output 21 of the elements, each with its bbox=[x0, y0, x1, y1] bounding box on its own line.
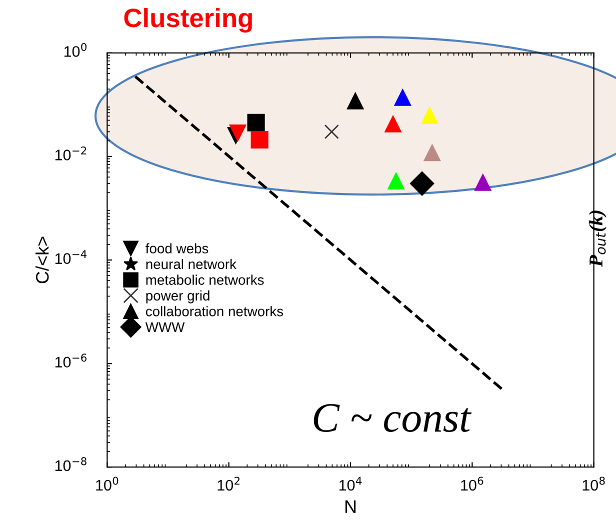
legend-label: metabolic networks bbox=[146, 274, 264, 285]
legend-label: neural network bbox=[146, 258, 236, 270]
y-tick-label: 10$^{−8}$ bbox=[55, 457, 86, 472]
legend-label: food webs bbox=[146, 243, 208, 254]
chart-title: Clustering bbox=[124, 8, 252, 33]
legend-label: collaboration networks bbox=[146, 306, 284, 316]
y-tick-label: 10$^{0}$ bbox=[64, 42, 87, 57]
y-tick-label: 10$^{−6}$ bbox=[55, 354, 86, 368]
y-tick-label: 10$^{−2}$ bbox=[55, 146, 86, 160]
x-tick-label: 10$^{8}$ bbox=[582, 476, 605, 491]
legend-label: WWW bbox=[145, 322, 185, 332]
legend-label: power grid bbox=[146, 290, 210, 304]
annotation: P$_{out}$(k) bbox=[588, 210, 607, 267]
x-tick-label: 10$^{4}$ bbox=[339, 476, 362, 491]
x-tick-label: 10$^{2}$ bbox=[218, 476, 240, 491]
y-axis-title: C/<k> bbox=[35, 236, 49, 284]
y-tick-label: 10$^{−4}$ bbox=[55, 250, 87, 264]
x-tick-label: 10$^{6}$ bbox=[461, 476, 484, 491]
annotation: C ~ const bbox=[314, 404, 472, 432]
x-tick-label: 10$^{0}$ bbox=[96, 476, 118, 491]
x-axis-title: N bbox=[345, 500, 356, 513]
